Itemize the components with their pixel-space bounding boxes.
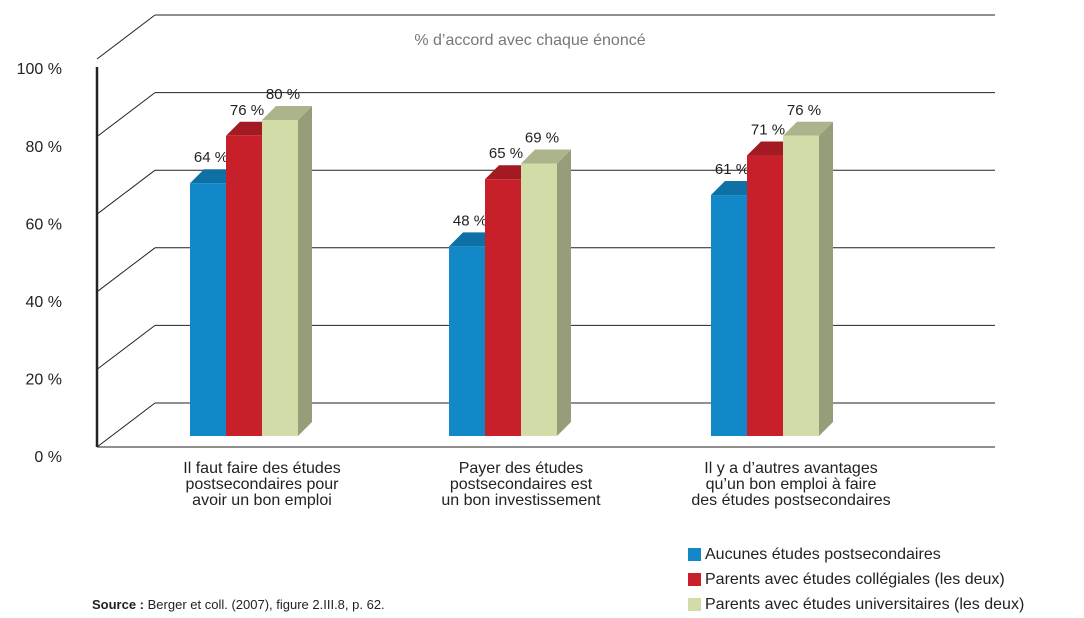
x-tick-label: des études postsecondaires [691, 492, 890, 509]
value-label: 65 % [489, 145, 523, 162]
legend-swatch [688, 573, 701, 586]
y-tick-label: 40 % [26, 294, 62, 311]
x-tick-label: avoir un bon emploi [192, 492, 332, 509]
bar-side [298, 106, 312, 436]
bar [521, 163, 557, 436]
value-label: 64 % [194, 149, 228, 166]
chart-title: % d’accord avec chaque énoncé [414, 32, 645, 49]
value-label: 76 % [787, 102, 821, 119]
value-label: 69 % [525, 129, 559, 146]
grid-diagonal [96, 247, 156, 293]
bar [747, 155, 783, 437]
source: Source : Berger et coll. (2007), figure … [92, 597, 385, 612]
bar-side [819, 121, 833, 437]
bar [190, 183, 226, 436]
source-text: Berger et coll. (2007), figure 2.III.8, … [148, 597, 385, 612]
value-label: 76 % [230, 102, 264, 119]
x-tick-label: qu’un bon emploi à faire [706, 476, 877, 493]
value-label: 80 % [266, 86, 300, 103]
bar [262, 120, 298, 436]
bar [485, 179, 521, 436]
y-tick-label: 80 % [26, 139, 62, 156]
value-label: 71 % [751, 122, 785, 139]
grid-diagonal [96, 402, 156, 448]
grid-diagonal [96, 92, 156, 137]
y-tick-label: 60 % [26, 216, 62, 233]
legend-label: Parents avec études collégiales (les deu… [705, 571, 1005, 588]
bar-side [557, 149, 571, 436]
x-tick-label: postsecondaires pour [186, 476, 340, 493]
grid-diagonal [96, 169, 156, 215]
source-label: Source : [92, 597, 144, 612]
bar [711, 195, 747, 436]
legend-label: Parents avec études universitaires (les … [705, 596, 1024, 613]
bar [449, 246, 485, 436]
y-tick-label: 0 % [34, 449, 62, 466]
bar [226, 135, 262, 437]
legend-swatch [688, 598, 701, 611]
grid-diagonal [96, 325, 156, 370]
legend-swatch [688, 548, 701, 561]
x-tick-label: un bon investissement [441, 492, 601, 509]
bar-top [262, 106, 312, 120]
x-tick-label: Payer des études [459, 460, 584, 477]
y-tick-label: 100 % [17, 61, 62, 78]
legend-label: Aucunes études postsecondaires [705, 546, 941, 563]
y-tick-label: 20 % [26, 372, 62, 389]
grid-diagonal [96, 14, 156, 60]
bar [783, 135, 819, 437]
value-label: 48 % [453, 212, 487, 229]
x-tick-label: postsecondaires est [450, 476, 593, 493]
x-tick-label: Il y a d’autres avantages [704, 460, 877, 477]
x-tick-label: Il faut faire des études [183, 460, 340, 477]
value-label: 61 % [715, 161, 749, 178]
bar-top [783, 121, 833, 136]
bar-top [521, 149, 571, 164]
